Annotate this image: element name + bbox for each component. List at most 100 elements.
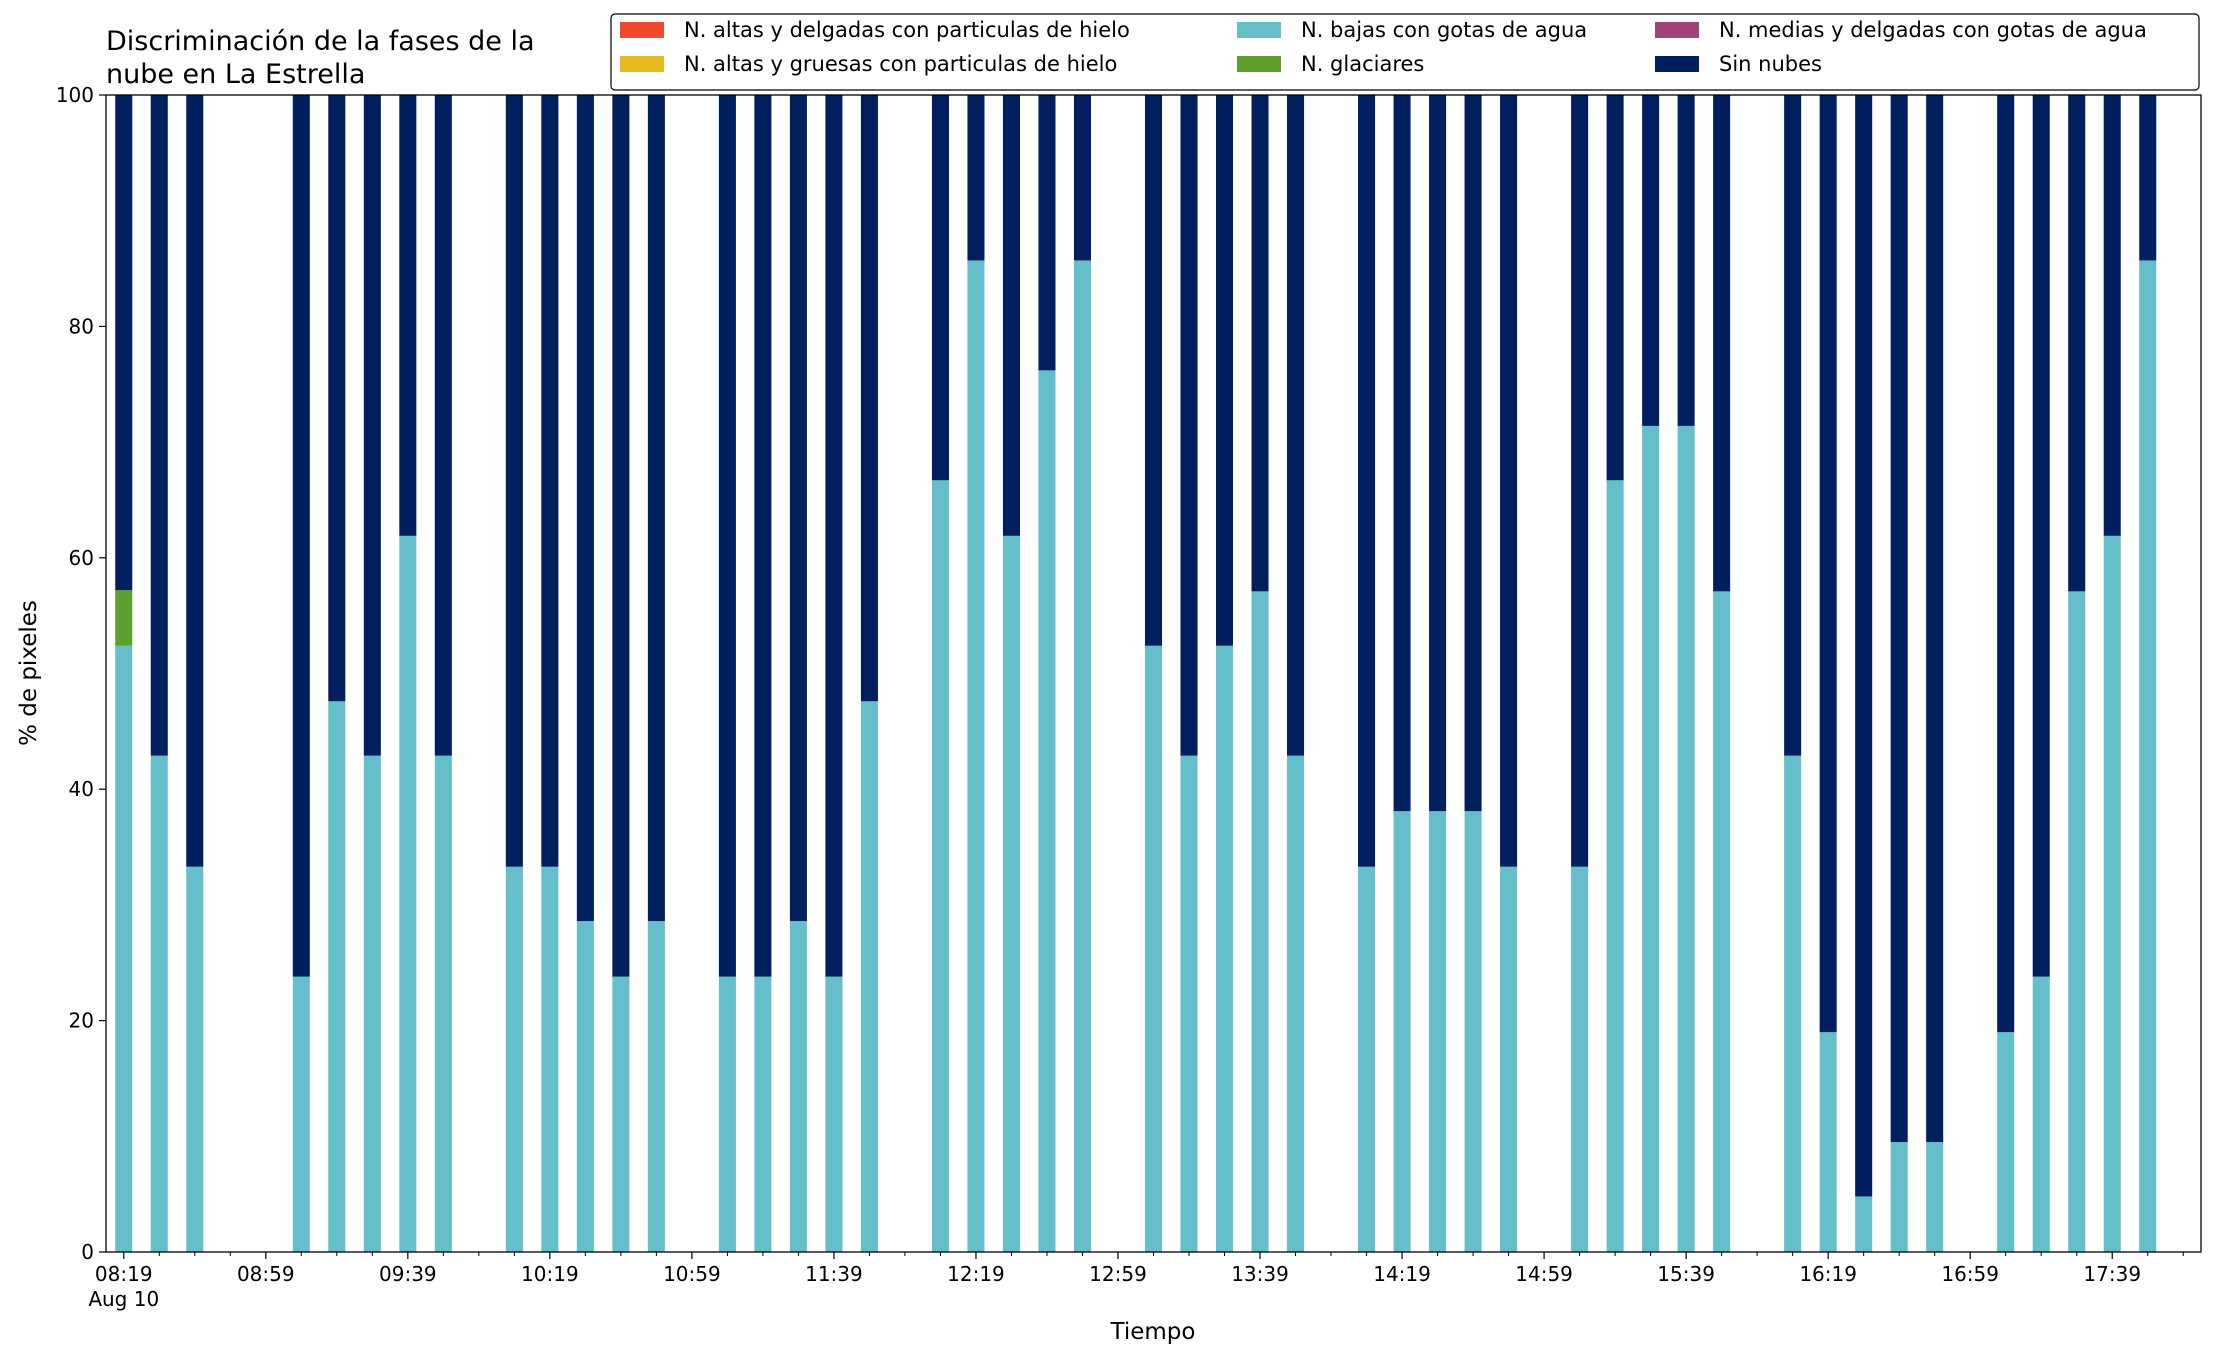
bar-segment-sin_nubes-21 xyxy=(1038,95,1056,371)
bar-segment-bajas-13 xyxy=(718,976,736,1252)
bar-segment-sin_nubes-5 xyxy=(363,95,381,756)
bar-segment-bajas-28 xyxy=(1358,866,1376,1252)
bar-segment-sin_nubes-34 xyxy=(1606,95,1624,481)
bar-segment-sin_nubes-26 xyxy=(1251,95,1269,592)
bar-segment-sin_nubes-19 xyxy=(967,95,985,261)
legend: N. altas y delgadas con particulas de hi… xyxy=(610,13,2200,91)
legend-swatch-altas_delgadas xyxy=(620,22,664,38)
bar-segment-sin_nubes-43 xyxy=(1997,95,2015,1033)
bar-segment-sin_nubes-41 xyxy=(1890,95,1908,1143)
bar-segment-sin_nubes-37 xyxy=(1713,95,1731,592)
y-tick-label: 0 xyxy=(81,1240,94,1264)
bar-segment-bajas-45 xyxy=(2068,591,2086,1252)
bar-segment-sin_nubes-0 xyxy=(115,95,133,591)
y-tick-label: 80 xyxy=(69,314,94,338)
bar-segment-sin_nubes-31 xyxy=(1464,95,1482,812)
bar-segment-sin_nubes-8 xyxy=(505,95,523,867)
bar-segment-bajas-29 xyxy=(1393,811,1411,1252)
bar-segment-sin_nubes-1 xyxy=(150,95,168,756)
bar-segment-sin_nubes-2 xyxy=(186,95,204,867)
x-tick-label: 08:59 xyxy=(237,1262,295,1286)
bar-segment-bajas-11 xyxy=(612,976,630,1252)
bar-segment-bajas-36 xyxy=(1677,425,1695,1252)
bar-segment-sin_nubes-36 xyxy=(1677,95,1695,426)
bar-segment-bajas-9 xyxy=(541,866,559,1252)
x-tick-sublabel: Aug 10 xyxy=(88,1287,159,1311)
legend-swatch-glaciares xyxy=(1237,56,1281,72)
bar-segment-bajas-3 xyxy=(292,976,310,1252)
bar-segment-bajas-12 xyxy=(647,921,665,1252)
y-tick-label: 20 xyxy=(69,1009,94,1033)
bar-segment-bajas-7 xyxy=(434,755,452,1252)
bar-segment-glaciares-0 xyxy=(115,590,133,646)
bar-segment-bajas-38 xyxy=(1784,755,1802,1252)
bar-segment-bajas-24 xyxy=(1180,755,1198,1252)
legend-label-altas_gruesas: N. altas y gruesas con particulas de hie… xyxy=(684,52,1117,76)
bar-segment-bajas-19 xyxy=(967,260,985,1252)
legend-label-altas_delgadas: N. altas y delgadas con particulas de hi… xyxy=(684,18,1130,42)
x-tick-label: 10:59 xyxy=(663,1262,721,1286)
bar-segment-bajas-6 xyxy=(399,535,417,1252)
x-tick-label: 12:19 xyxy=(947,1262,1005,1286)
bar-segment-sin_nubes-40 xyxy=(1855,95,1873,1197)
bar-segment-sin_nubes-42 xyxy=(1926,95,1944,1143)
bar-segment-sin_nubes-33 xyxy=(1571,95,1589,867)
bar-segment-sin_nubes-6 xyxy=(399,95,417,536)
chart-title-line: Discriminación de la fases de la xyxy=(106,26,535,57)
bar-segment-bajas-41 xyxy=(1890,1142,1908,1252)
bar-segment-bajas-37 xyxy=(1713,591,1731,1252)
x-tick-label: 14:19 xyxy=(1373,1262,1431,1286)
bar-segment-sin_nubes-12 xyxy=(647,95,665,922)
bar-segment-sin_nubes-29 xyxy=(1393,95,1411,812)
x-tick-label: 16:59 xyxy=(1941,1262,1999,1286)
bar-segment-sin_nubes-9 xyxy=(541,95,559,867)
bar-segment-bajas-39 xyxy=(1819,1032,1837,1252)
bar-segment-bajas-22 xyxy=(1073,260,1091,1252)
bar-segment-sin_nubes-32 xyxy=(1500,95,1518,867)
y-tick-label: 60 xyxy=(69,546,94,570)
bar-segment-sin_nubes-24 xyxy=(1180,95,1198,756)
bar-segment-bajas-23 xyxy=(1144,645,1163,1252)
y-tick-label: 40 xyxy=(69,777,94,801)
bar-segment-bajas-32 xyxy=(1500,866,1518,1252)
bar-segment-bajas-14 xyxy=(754,976,772,1252)
bar-segment-sin_nubes-13 xyxy=(718,95,736,977)
bar-segment-bajas-20 xyxy=(1002,535,1020,1252)
x-tick-label: 15:39 xyxy=(1657,1262,1715,1286)
bar-segment-bajas-47 xyxy=(2139,260,2157,1252)
bar-segment-bajas-0 xyxy=(115,645,133,1252)
bar-segment-bajas-25 xyxy=(1215,645,1234,1252)
y-tick-label: 100 xyxy=(56,83,94,107)
bar-segment-bajas-30 xyxy=(1429,811,1447,1252)
bar-segment-sin_nubes-45 xyxy=(2068,95,2086,592)
legend-swatch-sin_nubes xyxy=(1655,56,1699,72)
bar-segment-bajas-31 xyxy=(1464,811,1482,1252)
bar-segment-bajas-42 xyxy=(1926,1142,1944,1252)
bar-segment-sin_nubes-28 xyxy=(1358,95,1376,867)
bar-segment-bajas-44 xyxy=(2032,976,2050,1252)
bar-segment-sin_nubes-23 xyxy=(1144,95,1163,646)
legend-label-medias: N. medias y delgadas con gotas de agua xyxy=(1719,18,2147,42)
legend-box xyxy=(610,13,2200,91)
bar-segment-sin_nubes-20 xyxy=(1002,95,1020,536)
bar-segment-sin_nubes-14 xyxy=(754,95,772,977)
bar-segment-bajas-34 xyxy=(1606,480,1624,1252)
bar-segment-bajas-1 xyxy=(150,755,168,1252)
bar-segment-bajas-2 xyxy=(186,866,204,1252)
bar-segment-sin_nubes-47 xyxy=(2139,95,2157,261)
bar-segment-bajas-4 xyxy=(328,701,346,1252)
legend-label-bajas: N. bajas con gotas de agua xyxy=(1301,18,1587,42)
x-tick-label: 09:39 xyxy=(379,1262,437,1286)
legend-swatch-altas_gruesas xyxy=(620,56,664,72)
bar-segment-bajas-5 xyxy=(363,755,381,1252)
chart-title: Discriminación de la fases de la nube en … xyxy=(106,26,535,90)
bar-segment-bajas-33 xyxy=(1571,866,1589,1252)
bar-segment-sin_nubes-22 xyxy=(1073,95,1091,261)
bar-segment-bajas-46 xyxy=(2103,535,2121,1252)
bar-segment-bajas-17 xyxy=(860,701,878,1252)
bar-segment-bajas-35 xyxy=(1642,425,1660,1252)
bar-segment-sin_nubes-16 xyxy=(825,95,843,977)
bar-segment-bajas-21 xyxy=(1038,370,1056,1252)
